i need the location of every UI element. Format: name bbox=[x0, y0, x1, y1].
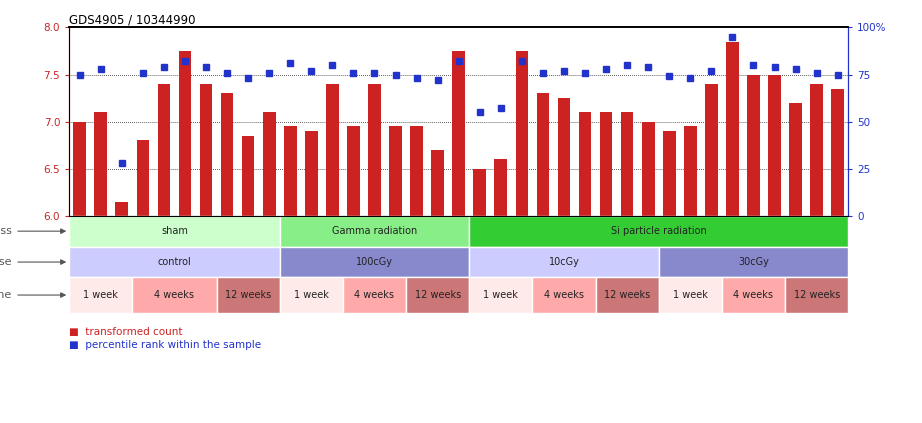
Bar bbox=[789, 103, 802, 216]
Text: 4 weeks: 4 weeks bbox=[154, 290, 195, 300]
Bar bbox=[279, 216, 469, 247]
Bar bbox=[368, 84, 381, 216]
Text: 4 weeks: 4 weeks bbox=[734, 290, 774, 300]
Bar bbox=[642, 122, 655, 216]
Bar bbox=[621, 112, 633, 216]
Text: GDS4905 / 10344990: GDS4905 / 10344990 bbox=[69, 14, 195, 26]
Bar bbox=[600, 112, 612, 216]
Text: Gamma radiation: Gamma radiation bbox=[332, 226, 417, 236]
Bar bbox=[279, 277, 343, 313]
Bar bbox=[832, 89, 844, 216]
Bar bbox=[69, 216, 279, 247]
Text: Si particle radiation: Si particle radiation bbox=[611, 226, 706, 236]
Bar bbox=[410, 126, 423, 216]
Bar bbox=[69, 247, 279, 277]
Bar bbox=[115, 202, 128, 216]
Bar bbox=[684, 126, 697, 216]
Text: 30cGy: 30cGy bbox=[738, 257, 769, 267]
Bar bbox=[663, 131, 676, 216]
Bar bbox=[494, 159, 507, 216]
Bar bbox=[727, 41, 739, 216]
Bar bbox=[722, 277, 785, 313]
Bar bbox=[389, 126, 402, 216]
Text: control: control bbox=[158, 257, 191, 267]
Bar bbox=[515, 51, 528, 216]
Text: 10cGy: 10cGy bbox=[549, 257, 579, 267]
Bar bbox=[217, 277, 279, 313]
Bar bbox=[179, 51, 191, 216]
Bar bbox=[136, 140, 149, 216]
Bar bbox=[658, 277, 722, 313]
Bar bbox=[469, 277, 532, 313]
Text: 12 weeks: 12 weeks bbox=[604, 290, 650, 300]
Text: stress: stress bbox=[0, 226, 65, 236]
Text: sham: sham bbox=[161, 226, 188, 236]
Bar bbox=[406, 277, 469, 313]
Bar bbox=[284, 126, 297, 216]
Bar bbox=[343, 277, 406, 313]
Text: dose: dose bbox=[0, 257, 65, 267]
Bar bbox=[305, 131, 317, 216]
Bar bbox=[453, 51, 465, 216]
Bar bbox=[596, 277, 658, 313]
Bar bbox=[133, 277, 217, 313]
Bar bbox=[747, 74, 760, 216]
Text: 1 week: 1 week bbox=[673, 290, 708, 300]
Text: 4 weeks: 4 weeks bbox=[354, 290, 395, 300]
Bar bbox=[347, 126, 360, 216]
Text: time: time bbox=[0, 290, 65, 300]
Bar bbox=[469, 216, 848, 247]
Text: 1 week: 1 week bbox=[294, 290, 329, 300]
Text: 12 weeks: 12 weeks bbox=[225, 290, 271, 300]
Bar bbox=[810, 84, 823, 216]
Bar bbox=[469, 247, 658, 277]
Bar bbox=[705, 84, 717, 216]
Text: ■  transformed count: ■ transformed count bbox=[69, 327, 183, 338]
Bar bbox=[537, 93, 550, 216]
Bar bbox=[473, 169, 486, 216]
Text: 4 weeks: 4 weeks bbox=[544, 290, 584, 300]
Text: ■  percentile rank within the sample: ■ percentile rank within the sample bbox=[69, 340, 261, 350]
Text: 12 weeks: 12 weeks bbox=[415, 290, 461, 300]
Bar bbox=[69, 277, 133, 313]
Bar bbox=[158, 84, 171, 216]
Bar bbox=[200, 84, 212, 216]
Bar bbox=[242, 136, 254, 216]
Bar bbox=[220, 93, 233, 216]
Bar bbox=[785, 277, 848, 313]
Bar bbox=[431, 150, 444, 216]
Bar bbox=[532, 277, 596, 313]
Text: 12 weeks: 12 weeks bbox=[794, 290, 840, 300]
Bar bbox=[658, 247, 848, 277]
Bar bbox=[579, 112, 591, 216]
Bar bbox=[74, 122, 86, 216]
Bar bbox=[94, 112, 107, 216]
Text: 1 week: 1 week bbox=[483, 290, 518, 300]
Bar bbox=[326, 84, 338, 216]
Bar bbox=[768, 74, 781, 216]
Text: 100cGy: 100cGy bbox=[356, 257, 393, 267]
Text: 1 week: 1 week bbox=[83, 290, 118, 300]
Bar bbox=[279, 247, 469, 277]
Bar bbox=[263, 112, 276, 216]
Bar bbox=[558, 98, 571, 216]
